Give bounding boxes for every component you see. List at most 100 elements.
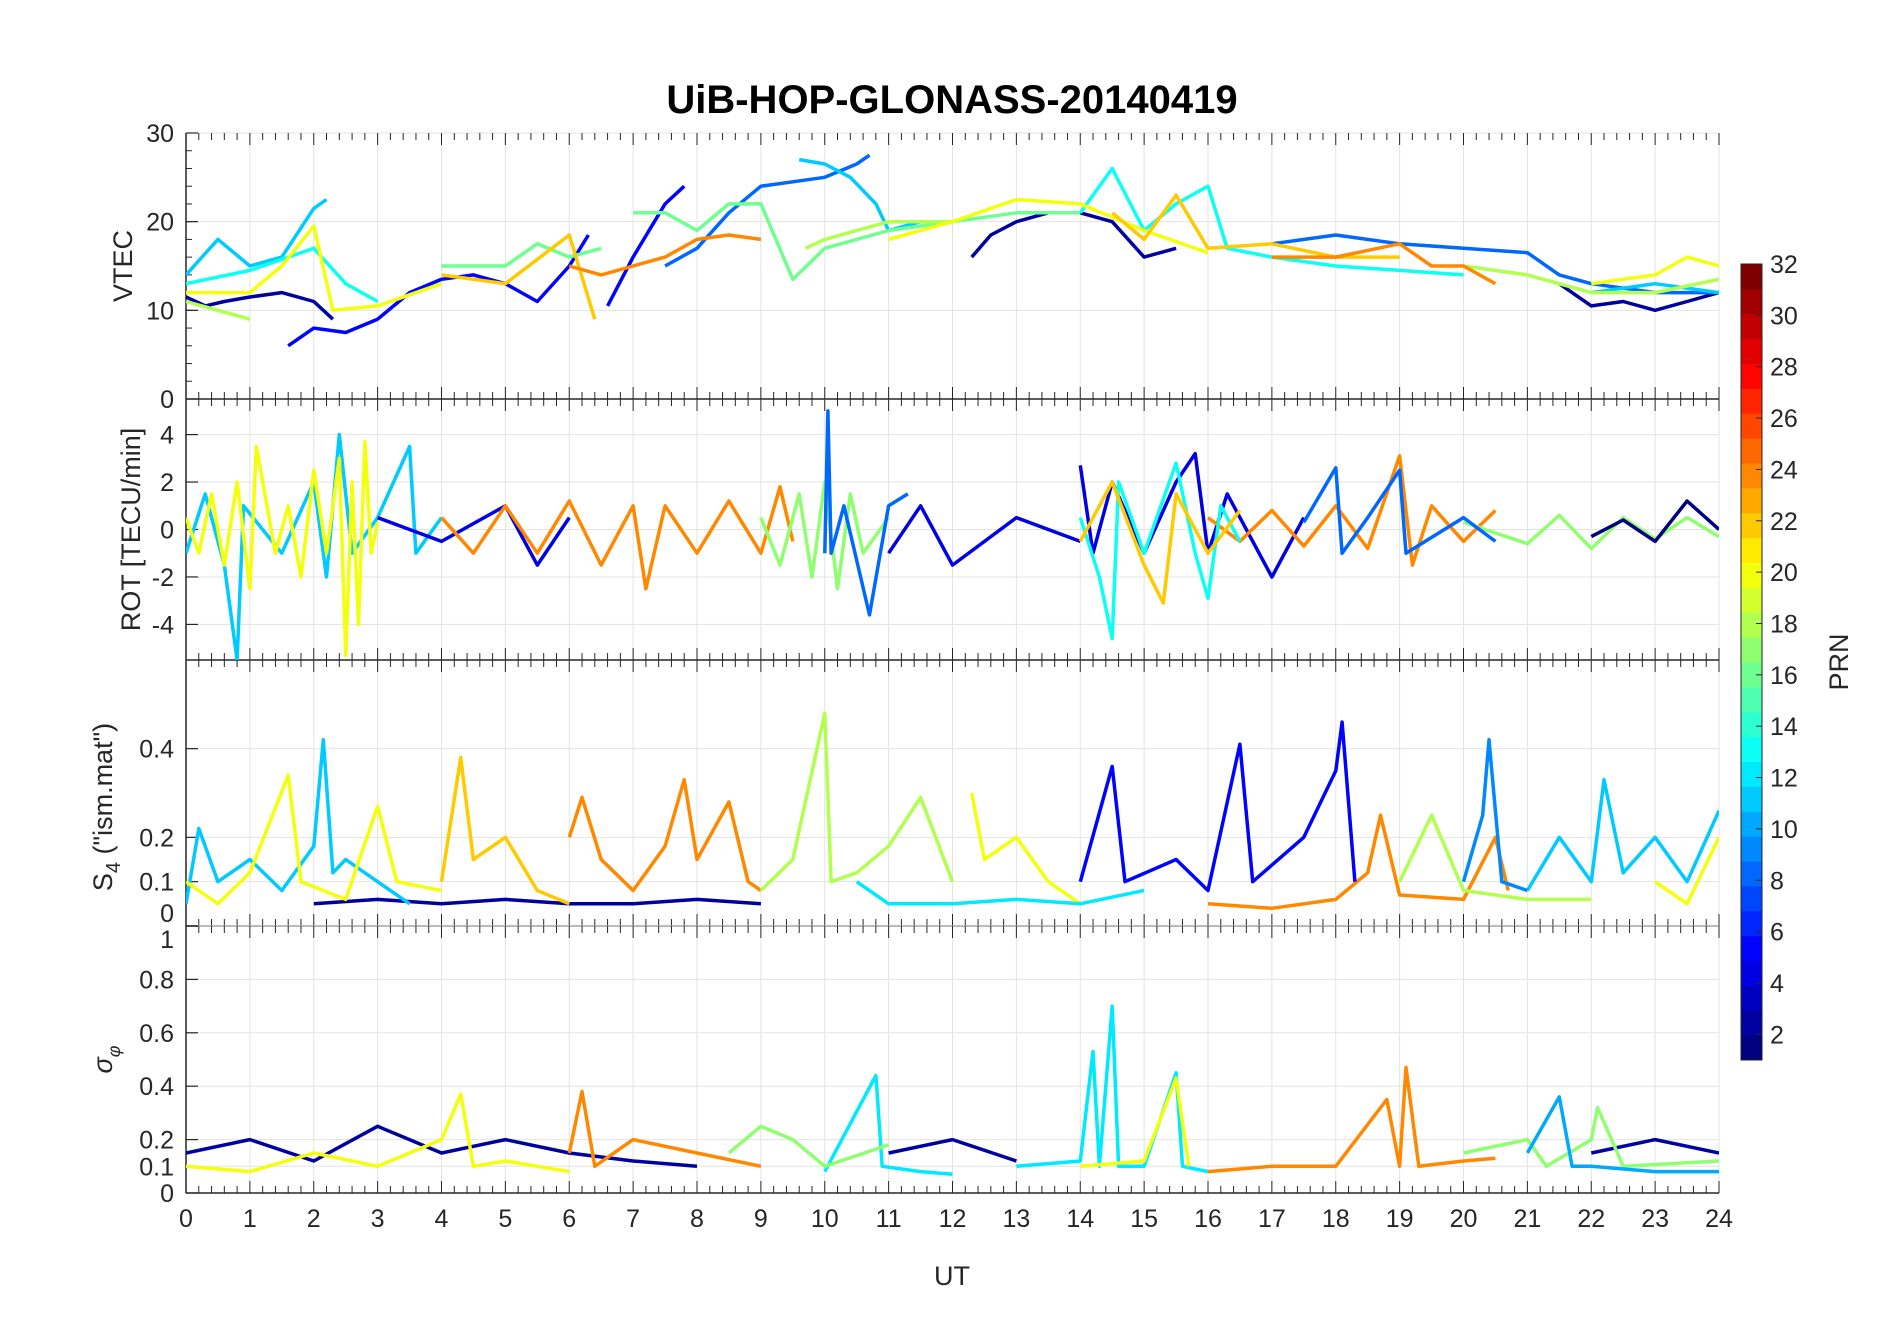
y-tick-label: 0 (160, 386, 174, 414)
series-line-prn-24 (440, 485, 795, 591)
colorbar-tick-label: 2 (1770, 1021, 1784, 1049)
y-tick-label: 0.2 (139, 824, 174, 852)
y-axis-label-vtec: VTEC (108, 230, 138, 302)
x-tick-label: 8 (690, 1205, 704, 1233)
y-tick-label: -4 (152, 611, 174, 639)
series-line-prn-17 (1463, 1105, 1719, 1169)
y-tick-label: 0.1 (139, 869, 174, 897)
series-group (186, 153, 1719, 348)
series-line-prn-17 (1462, 513, 1719, 551)
x-tick-label: 21 (1513, 1205, 1541, 1233)
series-line-prn-17 (727, 1124, 890, 1169)
series-line-prn-11 (186, 432, 443, 660)
series-line-prn-11 (186, 198, 328, 277)
colorbar-tick-label: 16 (1770, 662, 1798, 690)
series-line-prn-2 (1558, 282, 1719, 313)
colorbar-tick-label: 18 (1770, 610, 1798, 638)
series-line-prn-24 (1271, 242, 1497, 286)
series-line-prn-16 (441, 242, 602, 268)
x-tick-label: 14 (1066, 1205, 1094, 1233)
series-line-prn-5 (1078, 720, 1357, 893)
colorbar-swatch (1741, 388, 1762, 414)
y-tick-label: -2 (152, 564, 174, 592)
series-line-prn-1 (1590, 499, 1719, 544)
series-line-prn-20 (1080, 1076, 1191, 1169)
colorbar-tick-label: 14 (1770, 713, 1798, 741)
series-line-prn-2 (1590, 1137, 1719, 1155)
y-tick-label: 0.6 (139, 1020, 174, 1048)
x-tick-label: 19 (1386, 1205, 1414, 1233)
series-line-prn-11 (798, 157, 922, 233)
x-tick-label: 6 (562, 1205, 576, 1233)
x-tick-label: 20 (1450, 1205, 1478, 1233)
series-line-prn-20 (969, 792, 1082, 906)
y-tick-label: 10 (146, 297, 174, 325)
colorbar-swatch (1741, 288, 1762, 315)
y-axis-label-rot: ROT [TECU/min] (116, 428, 146, 632)
colorbar-tick-label: 28 (1770, 354, 1798, 382)
series-line-prn-20 (186, 224, 443, 313)
colorbar-swatch (1741, 761, 1762, 787)
series-line-prn-24 (1206, 454, 1497, 567)
y-tick-label: 0 (160, 900, 174, 928)
colorbar-swatch (1741, 686, 1762, 713)
colorbar-tick-label: 6 (1770, 919, 1784, 947)
series-line-prn-24 (567, 777, 762, 893)
colorbar-swatch (1741, 537, 1762, 563)
series-line-prn-24 (568, 233, 762, 277)
colorbar-swatch (1741, 985, 1762, 1011)
colorbar-tick-label: 24 (1770, 456, 1798, 484)
colorbar-swatch (1741, 438, 1762, 464)
series-line-prn-2 (186, 1124, 698, 1169)
colorbar-swatch (1741, 861, 1762, 887)
series-line-prn-5 (287, 234, 590, 348)
series-group (186, 711, 1719, 911)
series-group (186, 1004, 1719, 1177)
colorbar-swatch (1741, 637, 1762, 663)
colorbar-swatch (1741, 960, 1762, 986)
x-tick-label: 1 (243, 1205, 257, 1233)
x-axis-label: UT (934, 1261, 970, 1291)
x-tick-label: 16 (1194, 1205, 1222, 1233)
colorbar-tick-label: 26 (1770, 405, 1798, 433)
y-label-sub: 4 (103, 862, 125, 873)
series-line-prn-4 (376, 504, 571, 567)
series-line-prn-22 (1111, 193, 1400, 259)
colorbar-label: PRN (1824, 633, 1854, 690)
colorbar-tick-label: 30 (1770, 302, 1798, 330)
chart-title: UiB-HOP-GLONASS-20140419 (666, 78, 1237, 122)
y-label-main: S (88, 873, 118, 891)
series-line-prn-18 (759, 711, 955, 892)
y-tick-label: 1 (160, 926, 174, 954)
x-tick-label: 12 (939, 1205, 967, 1233)
panel-rot: -4 -2 0 2 4 ROT [TECU/min] (116, 399, 1720, 661)
colorbar-tick-label: 4 (1770, 970, 1784, 998)
x-tick-label: 7 (626, 1205, 640, 1233)
series-line-prn-16 (633, 202, 1081, 282)
colorbar-swatch (1741, 811, 1762, 837)
colorbar-swatch (1741, 1035, 1762, 1061)
y-tick-label: 0 (160, 1180, 174, 1208)
series-line-prn-2 (888, 1137, 1017, 1163)
x-tick-label: 17 (1258, 1205, 1286, 1233)
colorbar-swatch (1741, 413, 1762, 439)
colorbar-tick-label: 22 (1770, 508, 1798, 536)
y-tick-label: 30 (146, 120, 174, 148)
colorbar-swatch (1741, 662, 1762, 688)
colorbar-swatch (1741, 736, 1762, 762)
colorbar-swatch (1741, 463, 1762, 489)
series-line-prn-20 (186, 773, 442, 906)
series-line-prn-13 (1078, 166, 1464, 277)
colorbar-tick-label: 10 (1770, 816, 1798, 844)
y-tick-label: 0.1 (139, 1153, 174, 1181)
y-tick-label: 2 (160, 469, 174, 497)
series-line-prn-20 (888, 197, 1209, 255)
series-line-prn-24 (1207, 1065, 1496, 1174)
x-tick-label: 10 (811, 1205, 839, 1233)
colorbar-swatch (1741, 612, 1762, 638)
colorbar-swatch (1741, 487, 1762, 514)
x-tick-label: 18 (1322, 1205, 1350, 1233)
x-tick-label: 13 (1002, 1205, 1030, 1233)
